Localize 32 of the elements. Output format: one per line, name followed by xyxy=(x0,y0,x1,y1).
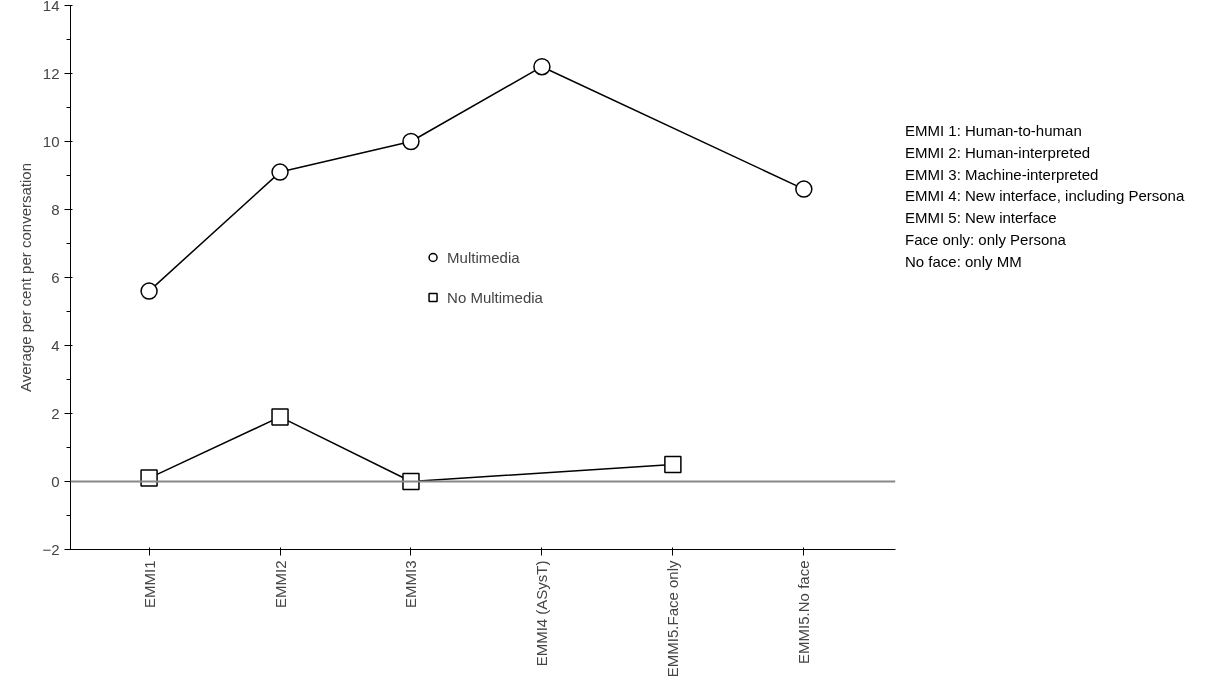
x-tick-label: EMMI1 xyxy=(140,560,158,608)
text: EMMI 1: Human-to-human xyxy=(905,121,1083,141)
y-tick-label: 12 xyxy=(42,64,60,82)
x-tick-label: EMMI4 (ASysT) xyxy=(533,560,551,667)
x-tick-label: EMMI5.No face xyxy=(795,560,813,664)
x-tick-label: EMMI2 xyxy=(271,560,289,608)
legend-label: No Multimedia xyxy=(447,288,543,306)
y-tick-label: 4 xyxy=(51,336,60,354)
point xyxy=(795,180,813,198)
point xyxy=(140,282,158,300)
text: EMMI 3: Machine-interpreted xyxy=(905,164,1100,185)
y-tick-label: 10 xyxy=(42,132,60,150)
x-tick-label: EMMI5.Face only xyxy=(664,560,682,678)
legend-label: Multimedia xyxy=(447,248,520,266)
text: Face only: only Persona xyxy=(905,229,1067,250)
y-tick-label: −2 xyxy=(42,540,60,558)
y-tick-label: 0 xyxy=(51,472,60,490)
point xyxy=(271,408,289,426)
text: No face: only MM xyxy=(905,251,1023,272)
point xyxy=(402,132,420,151)
point xyxy=(271,163,289,181)
text: EMMI 2: Human-interpreted xyxy=(905,142,1092,163)
point xyxy=(533,57,551,76)
x-tick-label: EMMI3 xyxy=(402,560,420,608)
y-tick-label: 6 xyxy=(51,268,60,286)
y-tick-label: 2 xyxy=(51,404,60,422)
y-axis-title: Average per cent per conversation xyxy=(17,162,35,393)
text: EMMI 4: New interface, including Persona xyxy=(905,186,1185,207)
text: EMMI 5: New interface xyxy=(905,208,1058,228)
y-tick-label: 8 xyxy=(51,200,60,218)
y-tick-label: 14 xyxy=(42,0,60,14)
point xyxy=(664,455,682,474)
